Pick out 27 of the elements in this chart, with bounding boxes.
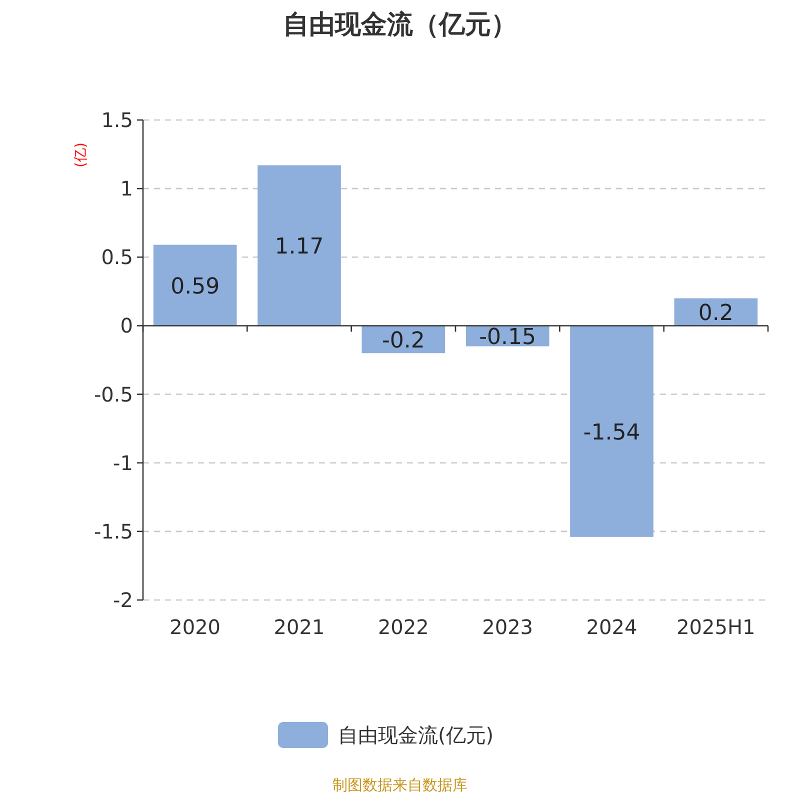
bar xyxy=(258,165,341,326)
y-axis-title: (亿) xyxy=(73,142,89,168)
x-tick-label: 2020 xyxy=(170,615,221,639)
data-label: -0.15 xyxy=(479,325,536,350)
legend-label: 自由现金流(亿元) xyxy=(338,723,494,747)
data-label: -0.2 xyxy=(382,328,425,354)
y-tick-label: 0 xyxy=(120,314,133,338)
y-tick-label: 1 xyxy=(120,176,133,201)
y-tick-label: 0.5 xyxy=(101,245,133,270)
data-label: 1.17 xyxy=(274,234,324,260)
bar xyxy=(570,326,654,537)
y-tick-label: -2 xyxy=(113,588,133,612)
y-tick-label: -0.5 xyxy=(94,382,133,406)
x-tick-label: 2025H1 xyxy=(676,615,756,639)
y-tick-label: 1.5 xyxy=(101,108,133,132)
text: 制图数据来自数据库 xyxy=(332,776,468,794)
x-tick-label: 2023 xyxy=(482,615,534,639)
y-tick-label: -1.5 xyxy=(94,519,133,544)
data-label: 0.2 xyxy=(698,301,734,326)
data-label: 0.59 xyxy=(170,274,220,300)
chart-title: 自由现金流（亿元） xyxy=(283,10,517,40)
x-tick-label: 2021 xyxy=(274,615,325,639)
bar xyxy=(153,244,237,326)
x-tick-label: 2022 xyxy=(378,615,429,639)
x-tick-label: 2024 xyxy=(586,615,638,639)
y-tick-label: -1 xyxy=(113,450,133,475)
data-label: -1.54 xyxy=(583,420,640,446)
